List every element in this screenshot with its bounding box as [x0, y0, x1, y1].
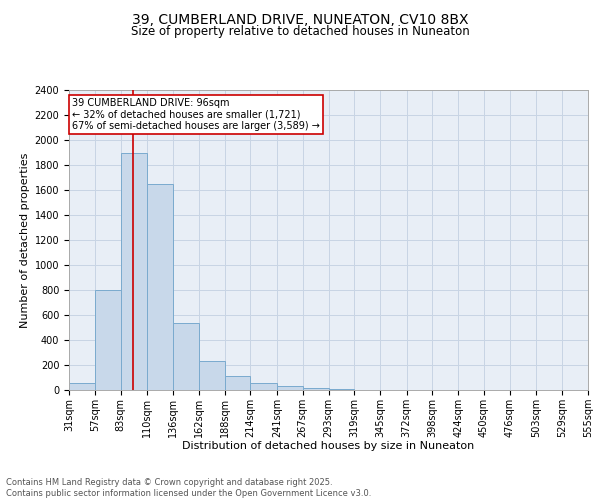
Text: 39, CUMBERLAND DRIVE, NUNEATON, CV10 8BX: 39, CUMBERLAND DRIVE, NUNEATON, CV10 8BX — [132, 12, 468, 26]
Bar — [250, 382, 277, 390]
Bar — [95, 290, 121, 390]
Text: Contains HM Land Registry data © Crown copyright and database right 2025.
Contai: Contains HM Land Registry data © Crown c… — [6, 478, 371, 498]
Bar — [173, 322, 199, 390]
Y-axis label: Number of detached properties: Number of detached properties — [20, 152, 31, 328]
Bar — [277, 386, 303, 390]
Text: Size of property relative to detached houses in Nuneaton: Size of property relative to detached ho… — [131, 25, 469, 38]
Bar — [69, 383, 95, 390]
Bar — [199, 360, 224, 390]
Bar — [224, 376, 250, 390]
Bar — [303, 388, 329, 390]
Text: 39 CUMBERLAND DRIVE: 96sqm
← 32% of detached houses are smaller (1,721)
67% of s: 39 CUMBERLAND DRIVE: 96sqm ← 32% of deta… — [72, 98, 320, 130]
Bar — [147, 184, 173, 390]
X-axis label: Distribution of detached houses by size in Nuneaton: Distribution of detached houses by size … — [182, 442, 475, 452]
Bar — [121, 152, 147, 390]
